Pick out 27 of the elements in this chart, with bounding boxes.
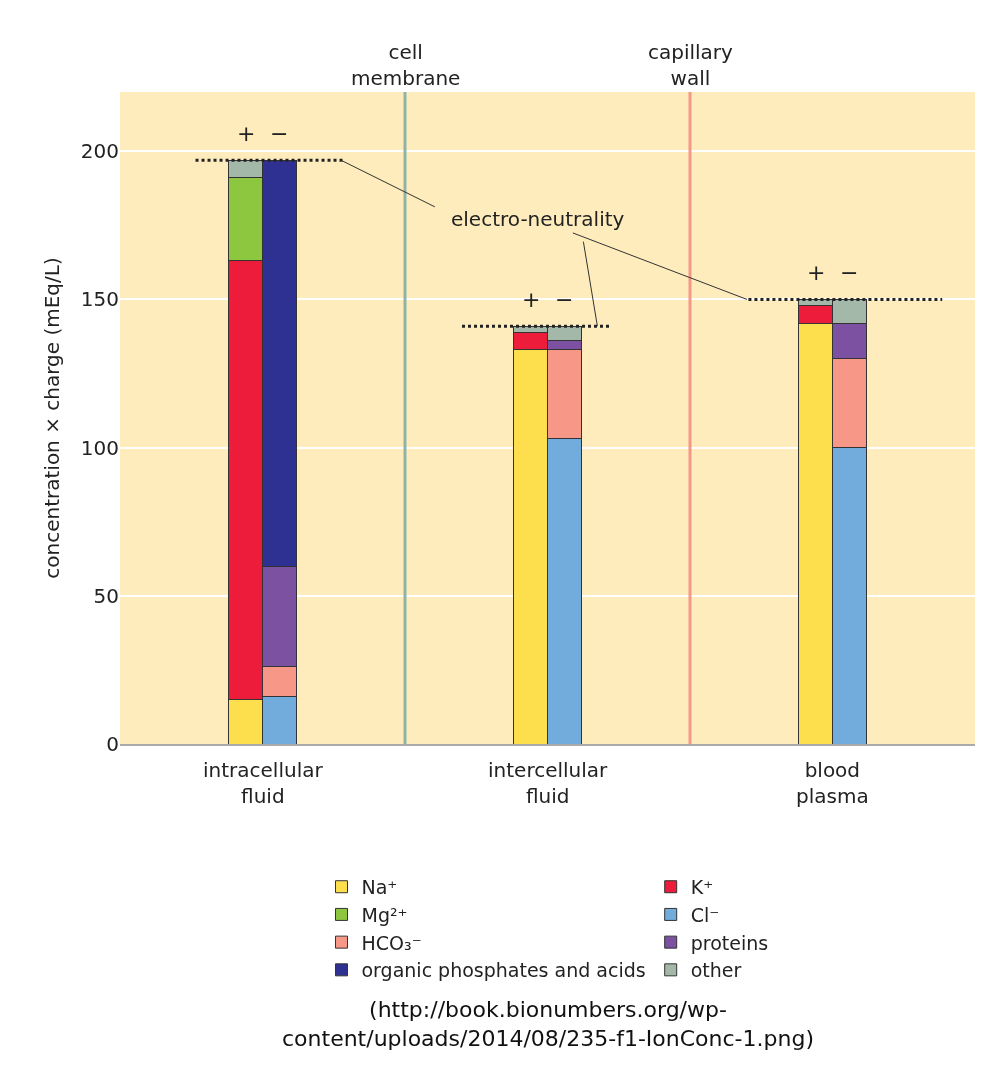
text: capillary wall	[648, 40, 734, 90]
y-tick-label: 150	[80, 287, 119, 312]
text: intercellular fluid	[488, 758, 609, 808]
legend-label: other	[690, 959, 742, 982]
annotation: electro-neutrality	[451, 207, 625, 231]
annotation: +	[522, 287, 541, 312]
legend-label: Mg²⁺	[361, 903, 408, 926]
annotation: −	[555, 287, 574, 312]
annotation: +	[807, 260, 826, 285]
text: (http://book.bionumbers.org/wp-content/uploads/2014/08/235-f1-IonConc-1.png)	[282, 997, 814, 1051]
legend-label: K⁺	[690, 876, 714, 899]
annotation: −	[840, 260, 859, 285]
y-tick-label: 50	[93, 583, 119, 608]
y-tick-label: 200	[80, 139, 119, 164]
legend-label: Na⁺	[361, 876, 398, 899]
annotation: −	[270, 121, 289, 146]
legend-label: proteins	[690, 931, 769, 954]
text: cell membrane	[351, 40, 461, 90]
annotation: +	[237, 121, 256, 146]
text: intracellular fluid	[203, 758, 324, 808]
y-axis-title: concentration × charge (mEq/L)	[40, 257, 65, 579]
legend-label: organic phosphates and acids	[361, 959, 646, 982]
y-tick-label: 100	[80, 435, 119, 460]
y-tick-label: 0	[106, 732, 119, 756]
legend-label: HCO₃⁻	[361, 931, 422, 954]
text: blood plasma	[796, 758, 869, 808]
legend-label: Cl⁻	[690, 903, 720, 926]
